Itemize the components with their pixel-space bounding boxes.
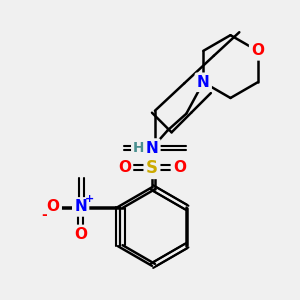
Text: +: + bbox=[85, 194, 94, 204]
Text: N: N bbox=[74, 200, 87, 214]
Text: O: O bbox=[118, 160, 131, 175]
Text: O: O bbox=[47, 200, 60, 214]
Text: -: - bbox=[41, 208, 47, 222]
Text: S: S bbox=[146, 159, 158, 177]
Text: O: O bbox=[251, 44, 264, 59]
Text: N: N bbox=[146, 140, 158, 155]
Text: O: O bbox=[74, 227, 87, 242]
Text: H: H bbox=[132, 141, 144, 155]
Text: O: O bbox=[173, 160, 186, 175]
Text: N: N bbox=[197, 75, 210, 90]
